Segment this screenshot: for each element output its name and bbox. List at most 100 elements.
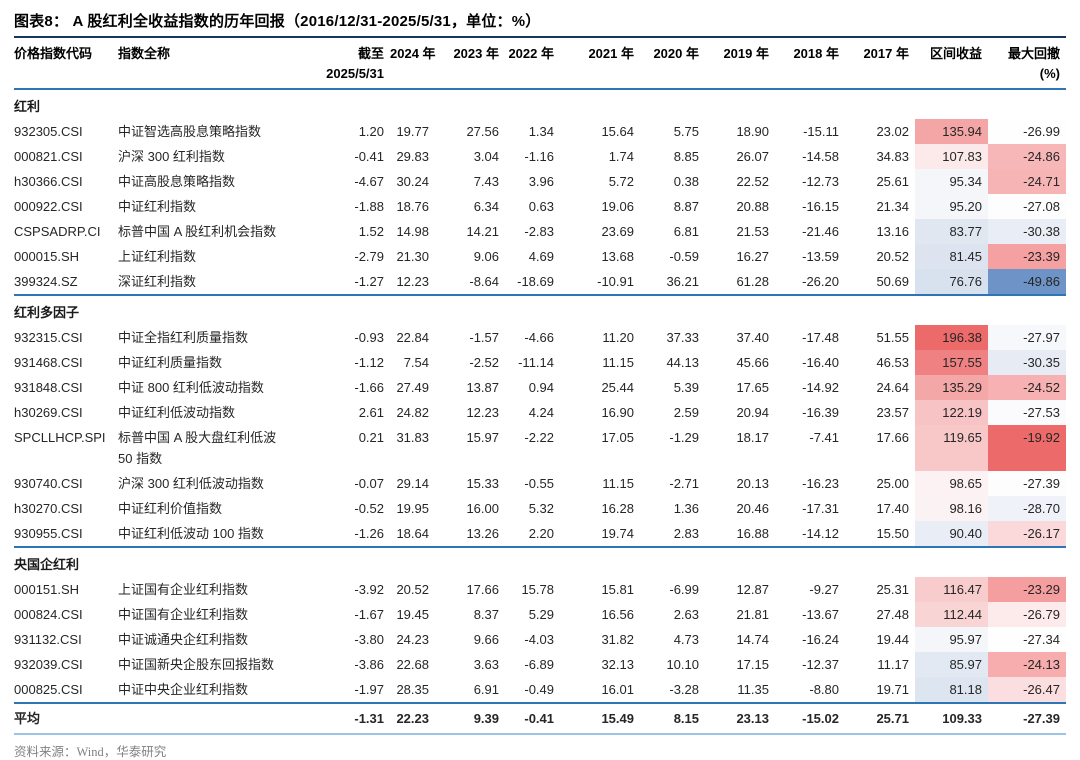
- yearly-return-cell: -15.11: [803, 124, 839, 139]
- yearly-return-cell: -0.41: [354, 149, 384, 164]
- yearly-return-cell: 2.20: [505, 521, 560, 548]
- yearly-return-cell: -8.64: [435, 269, 505, 296]
- section-header-row: 央国企红利: [14, 547, 1066, 577]
- interval-return-cell: 85.97: [915, 652, 988, 677]
- table-row: 000015.SH 上证红利指数 -2.79 21.30 9.06 4.69 13.68 -0…: [14, 244, 1066, 269]
- max-drawdown-cell: -30.38: [988, 219, 1066, 244]
- index-code: 399324.SZ: [14, 269, 118, 296]
- yearly-return-cell: -12.37: [802, 657, 839, 672]
- yearly-return-cell: 5.39: [673, 380, 699, 395]
- interval-return-cell: 81.45: [915, 244, 988, 269]
- yearly-return-cell: 20.52: [396, 582, 429, 597]
- interval-return-cell: 119.65: [915, 425, 988, 471]
- yearly-return-cell: 3.63: [473, 657, 499, 672]
- yearly-return-cell: 29.14: [396, 476, 429, 491]
- yearly-return-cell: 27.49: [396, 380, 429, 395]
- yearly-return-cell: -4.66: [524, 330, 554, 345]
- yearly-return-cell: 6.81: [673, 224, 699, 239]
- index-name: 中证 800 红利低波动指数: [118, 380, 264, 395]
- yearly-return-cell: 17.15: [736, 657, 769, 672]
- yearly-return-cell: 11.35: [705, 677, 775, 704]
- header-interval-return: 区间收益: [915, 40, 988, 90]
- yearly-return-cell: -13.59: [802, 249, 839, 264]
- yearly-return-cell: 25.61: [876, 174, 909, 189]
- yearly-return-cell: 22.68: [396, 657, 429, 672]
- yearly-return-cell: 6.91: [435, 677, 505, 704]
- average-value-cell: 22.23: [390, 703, 435, 735]
- yearly-return-cell: 0.94: [528, 380, 554, 395]
- yearly-return-cell: 26.07: [736, 149, 769, 164]
- yearly-return-cell: -0.93: [354, 330, 384, 345]
- yearly-return-cell: -3.86: [354, 657, 384, 672]
- yearly-return-cell: -0.07: [354, 476, 384, 491]
- index-name: 中证诚通央企红利指数: [118, 632, 249, 647]
- returns-table: 价格指数代码 指数全称 截至 2025/5/31 2024 年 2023 年 20…: [14, 40, 1066, 735]
- yearly-return-cell: -12.73: [802, 174, 839, 189]
- yearly-return-cell: -17.48: [802, 330, 839, 345]
- yearly-return-cell: 15.33: [466, 476, 499, 491]
- yearly-return-cell: -1.26: [300, 521, 390, 548]
- table-row: 930740.CSI 沪深 300 红利低波动指数 -0.07 29.14 15.33 -…: [14, 471, 1066, 496]
- yearly-return-cell: 50.69: [845, 269, 915, 296]
- yearly-return-cell: 18.90: [736, 124, 769, 139]
- yearly-return-cell: -16.23: [802, 476, 839, 491]
- table-row: h30269.CSI 中证红利低波动指数 2.61 24.82 12.23 4.24 16.…: [14, 400, 1066, 425]
- index-name: 上证红利指数: [118, 249, 197, 264]
- yearly-return-cell: 9.66: [473, 632, 499, 647]
- index-name: 标普中国 A 股大盘红利低波 50 指数: [118, 430, 277, 466]
- yearly-return-cell: -0.55: [524, 476, 554, 491]
- yearly-return-cell: -16.24: [802, 632, 839, 647]
- max-drawdown-cell: -24.86: [988, 144, 1066, 169]
- max-drawdown-cell: -24.13: [988, 652, 1066, 677]
- yearly-return-cell: 19.44: [876, 632, 909, 647]
- yearly-return-cell: 5.29: [528, 607, 554, 622]
- yearly-return-cell: 46.53: [876, 355, 909, 370]
- table-row: 399324.SZ 深证红利指数 -1.27 12.23 -8.64 -18.69 -10.…: [14, 269, 1066, 296]
- yearly-return-cell: 2.59: [673, 405, 699, 420]
- yearly-return-cell: -1.12: [354, 355, 384, 370]
- yearly-return-cell: -16.39: [802, 405, 839, 420]
- yearly-return-cell: 24.82: [396, 405, 429, 420]
- yearly-return-cell: -16.40: [802, 355, 839, 370]
- yearly-return-cell: 15.64: [601, 124, 634, 139]
- index-name: 中证国有企业红利指数: [118, 607, 249, 622]
- interval-return-cell: 95.20: [915, 194, 988, 219]
- yearly-return-cell: 4.24: [528, 405, 554, 420]
- header-year-2019: 2019 年: [705, 40, 775, 90]
- table-row: h30270.CSI 中证红利价值指数 -0.52 19.95 16.00 5.32 16.…: [14, 496, 1066, 521]
- index-code: SPCLLHCP.SPI: [14, 430, 106, 445]
- average-value-cell: 15.49: [560, 703, 640, 735]
- table-row: 932039.CSI 中证国新央企股东回报指数 -3.86 22.68 3.63 -6.8…: [14, 652, 1066, 677]
- yearly-return-cell: -8.80: [775, 677, 845, 704]
- yearly-return-cell: 7.43: [473, 174, 499, 189]
- yearly-return-cell: 25.44: [601, 380, 634, 395]
- header-year-2024: 2024 年: [390, 40, 436, 90]
- yearly-return-cell: -17.31: [802, 501, 839, 516]
- yearly-return-cell: 3.96: [528, 174, 554, 189]
- yearly-return-cell: 27.48: [876, 607, 909, 622]
- max-drawdown-cell: -27.97: [988, 325, 1066, 350]
- yearly-return-cell: 21.53: [736, 224, 769, 239]
- yearly-return-cell: 22.52: [736, 174, 769, 189]
- yearly-return-cell: 17.65: [736, 380, 769, 395]
- yearly-return-cell: 11.15: [602, 476, 634, 491]
- yearly-return-cell: 15.50: [845, 521, 915, 548]
- table-row: 932305.CSI 中证智选高股息策略指数 1.20 19.77 27.56 1.34 1…: [14, 119, 1066, 144]
- interval-return-cell: 157.55: [915, 350, 988, 375]
- yearly-return-cell: -1.88: [354, 199, 384, 214]
- yearly-return-cell: 16.01: [560, 677, 640, 704]
- average-row: 平均 -1.31 22.23 9.39 -0.41 15.49 8.15 23.13 -15.0…: [14, 703, 1066, 735]
- header-name: 指数全称: [118, 40, 300, 90]
- yearly-return-cell: -21.46: [802, 224, 839, 239]
- yearly-return-cell: 19.95: [396, 501, 429, 516]
- interval-return-cell: 76.76: [915, 269, 988, 296]
- yearly-return-cell: 7.54: [403, 355, 429, 370]
- average-value-cell: 23.13: [705, 703, 775, 735]
- header-year-2023: 2023 年: [435, 40, 505, 90]
- header-year-2022: 2022 年: [505, 40, 560, 90]
- yearly-return-cell: -14.58: [802, 149, 839, 164]
- index-name: 中证红利指数: [118, 199, 197, 214]
- yearly-return-cell: 9.06: [473, 249, 499, 264]
- yearly-return-cell: 17.40: [876, 501, 909, 516]
- max-drawdown-cell: -26.17: [988, 521, 1066, 548]
